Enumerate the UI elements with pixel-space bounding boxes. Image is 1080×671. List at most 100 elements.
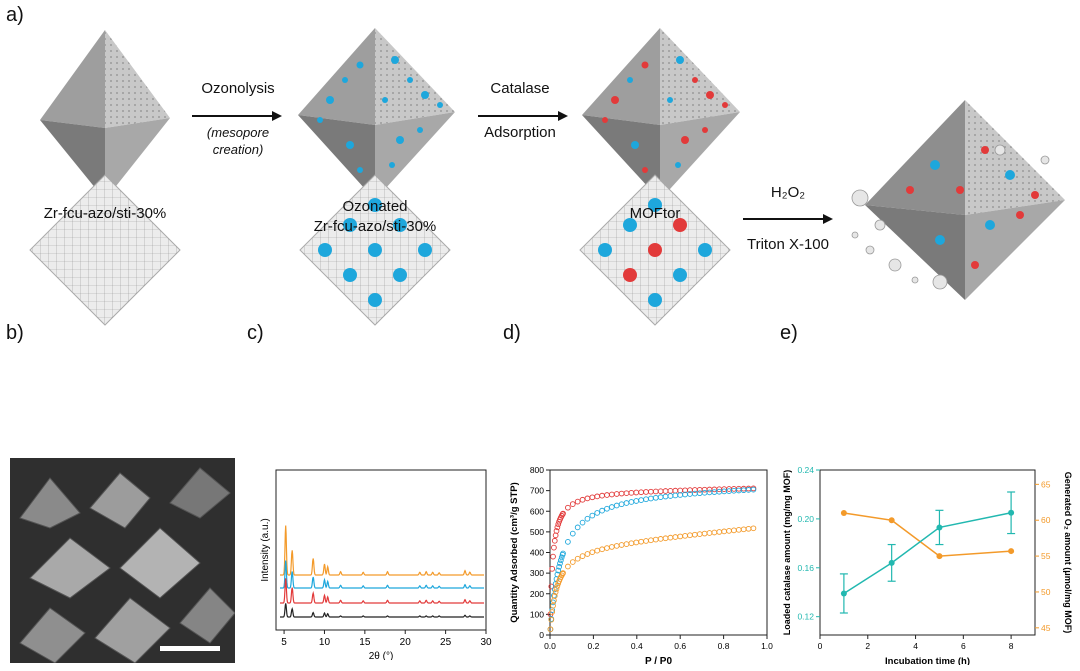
e-xtick-label: 8: [1009, 641, 1014, 651]
d-xlabel: P / P0: [645, 656, 672, 665]
d-point-blue: [604, 505, 610, 512]
d-point-orange: [608, 544, 615, 550]
c-series-blue: [280, 560, 484, 589]
e-series-o2-point: [936, 553, 943, 560]
panel-label-e: e): [780, 322, 798, 344]
d-point-red: [608, 491, 615, 498]
d-point-red: [584, 495, 591, 502]
d-point-orange: [711, 529, 718, 536]
e-ytick-left-label: 0.12: [797, 612, 814, 622]
d-point-red: [599, 492, 605, 499]
e-ytick-right-label: 50: [1041, 587, 1051, 597]
d-point-blue: [555, 567, 562, 574]
c-series-red: [280, 578, 484, 604]
d-point-red: [604, 492, 610, 498]
d-point-red: [553, 528, 560, 534]
d-point-blue: [623, 500, 630, 506]
d-point-blue: [672, 492, 679, 499]
material-ozonated-label-1: Ozonated: [342, 198, 408, 215]
octahedron-degrading: [851, 100, 1065, 300]
d-point-orange: [633, 539, 640, 546]
e-series-catalase-point: [1008, 509, 1015, 516]
d-point-blue: [608, 504, 615, 510]
d-point-orange: [726, 528, 732, 534]
d-point-orange: [594, 547, 601, 554]
c-ylabel: Intensity (a.u.): [260, 518, 271, 581]
d-point-orange: [560, 570, 566, 576]
d-point-red: [662, 488, 669, 494]
c-xlabel: 2θ (°): [369, 651, 394, 660]
d-point-orange: [628, 540, 635, 547]
d-point-orange: [569, 559, 576, 565]
d-point-red: [633, 489, 640, 496]
d-point-red: [667, 487, 674, 494]
d-point-orange: [691, 531, 698, 538]
d-ytick-label: 200: [530, 589, 544, 599]
e-xtick-label: 0: [818, 641, 823, 651]
d-point-red: [579, 496, 586, 503]
d-point-blue: [750, 486, 757, 493]
d-point-blue: [633, 498, 640, 504]
e-ytick-left-label: 0.24: [797, 465, 814, 475]
d-point-red: [551, 537, 558, 544]
d-point-red: [618, 490, 625, 497]
d-ytick-label: 0: [539, 630, 544, 640]
d-point-orange: [696, 531, 703, 537]
d-point-red: [638, 489, 644, 496]
d-point-red: [652, 488, 659, 495]
c-xtick-label: 15: [359, 637, 371, 648]
d-point-orange: [716, 529, 723, 535]
e-xlabel: Incubation time (h): [885, 656, 970, 665]
d-point-blue: [558, 554, 565, 561]
d-ytick-label: 700: [530, 486, 544, 496]
step-adsorption-label: Adsorption: [484, 124, 556, 141]
step-ozonolysis-label: Ozonolysis: [201, 80, 275, 97]
d-point-blue: [594, 510, 601, 516]
d-point-orange: [740, 526, 747, 533]
e-ytick-left-label: 0.16: [797, 563, 814, 573]
d-point-blue: [569, 530, 576, 537]
d-point-orange: [554, 583, 561, 589]
d-point-blue: [599, 507, 605, 514]
c-xtick-label: 20: [400, 637, 412, 648]
d-point-orange: [682, 532, 688, 539]
d-point-blue: [589, 512, 596, 519]
d-point-orange: [672, 534, 679, 540]
d-point-blue: [560, 550, 566, 557]
d-point-orange: [745, 525, 752, 532]
d-point-orange: [604, 545, 610, 551]
d-xtick-label: 0.0: [544, 641, 556, 651]
d-point-orange: [701, 530, 708, 537]
d-point-orange: [750, 525, 757, 532]
d-point-blue: [618, 501, 625, 508]
d-point-orange: [687, 532, 693, 539]
d-point-orange: [657, 536, 664, 542]
d-point-blue: [613, 502, 620, 509]
scheme-arrows: [192, 111, 833, 224]
d-point-orange: [735, 526, 742, 533]
c-frame: [275, 469, 487, 631]
step-catalase-label: Catalase: [490, 80, 550, 97]
d-point-orange: [618, 542, 625, 548]
d-point-orange: [648, 537, 654, 544]
d-point-red: [623, 490, 630, 497]
octahedron-pristine: [40, 30, 170, 200]
d-point-orange: [613, 543, 620, 549]
d-point-blue: [662, 493, 669, 500]
d-point-orange: [552, 589, 559, 596]
chart-d: 0.0 0.2 0.4 0.6 0.8 1.0 0 100 200 300 400 500 600 700…: [509, 465, 773, 665]
d-point-blue: [667, 493, 674, 499]
e-series-catalase-point: [840, 590, 847, 597]
d-point-blue: [628, 499, 635, 505]
d-xtick-label: 0.2: [587, 641, 599, 651]
d-point-orange: [547, 626, 554, 633]
d-point-blue: [691, 490, 698, 497]
step-triton-label: Triton X-100: [747, 236, 829, 253]
e-xtick-label: 4: [913, 641, 918, 651]
scheme-graphic: [29, 28, 1065, 326]
e-xtick-label: 2: [865, 641, 870, 651]
d-point-red: [555, 521, 562, 528]
e-series-catalase-point: [936, 524, 943, 531]
d-point-orange: [731, 527, 737, 534]
e-frame: [819, 469, 1036, 636]
